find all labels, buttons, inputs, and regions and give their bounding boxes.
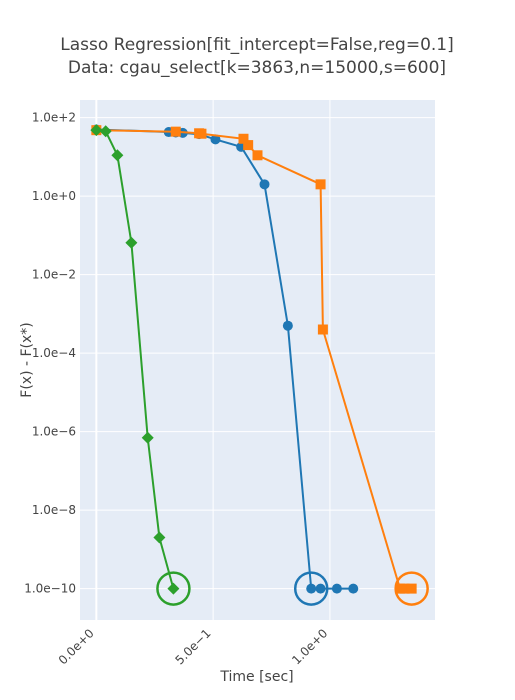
data-point <box>167 582 180 595</box>
data-point <box>111 149 124 162</box>
x-tick-label: 0.0e+0 <box>56 626 97 667</box>
y-tick-label: 1.0e−4 <box>32 346 76 360</box>
data-point <box>125 236 138 249</box>
final-point-highlight <box>156 571 191 606</box>
data-point <box>196 128 207 139</box>
x-axis-ticks: 0.0e+0 5.0e−1 1.0e+0 <box>56 626 331 667</box>
y-tick-label: 1.0e−2 <box>32 268 76 282</box>
data-point <box>317 324 328 335</box>
data-point <box>315 179 326 190</box>
final-point-highlight <box>293 571 329 606</box>
data-point <box>406 583 417 594</box>
x-tick-label: 1.0e+0 <box>289 626 330 667</box>
data-point <box>141 431 154 444</box>
chart-title-line-1: Lasso Regression[fit_intercept=False,reg… <box>60 35 454 55</box>
data-point <box>243 140 254 151</box>
y-tick-label: 1.0e−10 <box>24 582 76 596</box>
data-point <box>210 134 221 145</box>
y-tick-label: 1.0e−8 <box>32 503 76 517</box>
data-point <box>170 126 181 137</box>
data-point <box>99 125 112 138</box>
data-point <box>238 133 249 144</box>
plot-area <box>80 100 435 620</box>
y-tick-label: 1.0e+2 <box>32 111 76 125</box>
data-point <box>348 583 359 594</box>
y-axis-label: F(x) - F(x*) <box>19 322 35 397</box>
data-point <box>252 150 263 161</box>
data-point <box>331 583 342 594</box>
y-axis-ticks: 1.0e+2 1.0e+0 1.0e−2 1.0e−4 1.0e−6 1.0e−8 1.0e… <box>24 111 76 596</box>
data-point <box>90 124 103 137</box>
x-axis-label: Time [sec] <box>219 669 293 685</box>
series-layer <box>90 124 429 606</box>
data-point <box>153 531 166 544</box>
grid-lines <box>80 100 435 620</box>
data-point <box>259 179 270 190</box>
y-tick-label: 1.0e−6 <box>32 425 76 439</box>
data-point <box>315 583 326 594</box>
x-tick-label: 5.0e−1 <box>172 626 213 667</box>
chart-title-line-2: Data: cgau_select[k=3863,n=15000,s=600] <box>68 58 446 78</box>
data-point <box>306 583 317 594</box>
data-point <box>399 583 410 594</box>
y-tick-label: 1.0e+0 <box>32 189 76 203</box>
data-point <box>282 320 293 331</box>
final-point-highlight <box>394 571 429 606</box>
series-diamond <box>90 124 191 606</box>
